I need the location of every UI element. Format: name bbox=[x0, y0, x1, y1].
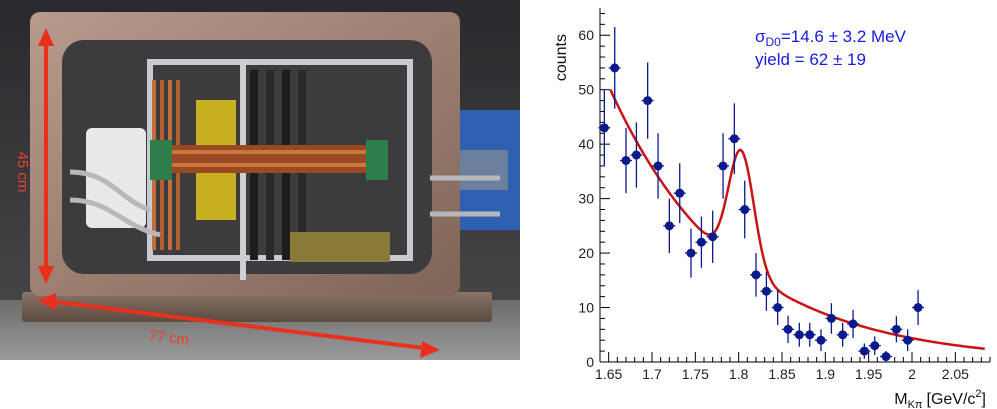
x-axis-title-sub: Kπ bbox=[908, 399, 923, 409]
x-tick-label: 2.05 bbox=[942, 366, 969, 382]
data-point bbox=[805, 330, 815, 340]
sigma-value: =14.6 ± 3.2 MeV bbox=[781, 27, 907, 46]
gas-pipes bbox=[69, 169, 500, 238]
y-tick-label: 40 bbox=[578, 136, 594, 152]
height-dimension-arrow bbox=[38, 28, 54, 284]
flex-cable bbox=[155, 145, 385, 173]
x-tick-label: 2 bbox=[908, 366, 916, 382]
data-point bbox=[761, 286, 771, 296]
data-point bbox=[859, 346, 869, 356]
data-point bbox=[870, 341, 880, 351]
fit-curve-group bbox=[609, 89, 985, 351]
data-point bbox=[664, 221, 674, 231]
data-point bbox=[826, 313, 836, 323]
x-tick-label: 1.95 bbox=[855, 366, 882, 382]
data-point bbox=[838, 330, 848, 340]
x-axis-title-unit: [GeV/c bbox=[927, 391, 976, 408]
data-point bbox=[816, 335, 826, 345]
y-tick-label: 50 bbox=[578, 82, 594, 98]
y-tick-label: 0 bbox=[586, 354, 594, 370]
sigma-subscript: D0 bbox=[766, 35, 782, 49]
data-point bbox=[708, 232, 718, 242]
data-point bbox=[773, 303, 783, 313]
x-tick-label: 1.85 bbox=[768, 366, 795, 382]
data-point bbox=[718, 161, 728, 171]
data-point bbox=[653, 161, 663, 171]
data-points-group bbox=[598, 27, 925, 362]
data-point bbox=[794, 330, 804, 340]
data-point bbox=[643, 96, 653, 106]
data-point bbox=[696, 237, 706, 247]
circuit-board-right bbox=[366, 140, 388, 180]
x-tick-label: 1.7 bbox=[642, 366, 662, 382]
sigma-annotation: σD0=14.6 ± 3.2 MeV bbox=[755, 27, 907, 49]
y-tick-label: 60 bbox=[578, 27, 594, 43]
y-tick-label: 20 bbox=[578, 245, 594, 261]
data-point bbox=[675, 188, 685, 198]
width-dimension-arrow bbox=[38, 293, 440, 358]
data-point bbox=[903, 335, 913, 345]
x-tick-label: 1.8 bbox=[729, 366, 749, 382]
data-point bbox=[913, 303, 923, 313]
x-tick-label: 1.65 bbox=[595, 366, 622, 382]
data-point bbox=[751, 270, 761, 280]
data-point bbox=[783, 324, 793, 334]
data-point bbox=[848, 319, 858, 329]
data-point bbox=[631, 150, 641, 160]
x-axis-title: MKπ [GeV/c2] bbox=[894, 388, 986, 409]
sigma-symbol: σ bbox=[755, 27, 766, 46]
data-point bbox=[610, 63, 620, 73]
circuit-board-left bbox=[150, 140, 172, 180]
bottom-electronics bbox=[290, 232, 390, 262]
detector-photo: 45 cm 77 cm bbox=[0, 0, 520, 360]
width-label: 77 cm bbox=[148, 327, 191, 349]
y-tick-label: 30 bbox=[578, 191, 594, 207]
x-axis-title-main: M bbox=[894, 391, 907, 408]
x-tick-label: 1.9 bbox=[816, 366, 836, 382]
x-axis-title-close: ] bbox=[982, 391, 986, 408]
data-point bbox=[891, 324, 901, 334]
data-point bbox=[881, 352, 891, 362]
data-point bbox=[729, 134, 739, 144]
height-label: 45 cm bbox=[14, 152, 31, 193]
y-tick-label: 10 bbox=[578, 300, 594, 316]
fit-curve bbox=[609, 89, 985, 351]
data-point bbox=[686, 248, 696, 258]
x-tick-label: 1.75 bbox=[682, 366, 709, 382]
data-point bbox=[740, 205, 750, 215]
data-point bbox=[621, 155, 631, 165]
y-axis-title: counts bbox=[553, 34, 570, 81]
x-axis-title-sup: 2 bbox=[975, 388, 981, 400]
plot-axes: 0 10 20 30 40 50 60 1.65 1.7 1.75 1.8 1.85 1.9 1.95 2 2… bbox=[578, 8, 991, 382]
data-point bbox=[599, 123, 609, 133]
base-plate bbox=[22, 292, 492, 322]
yield-annotation: yield = 62 ± 19 bbox=[755, 50, 866, 69]
